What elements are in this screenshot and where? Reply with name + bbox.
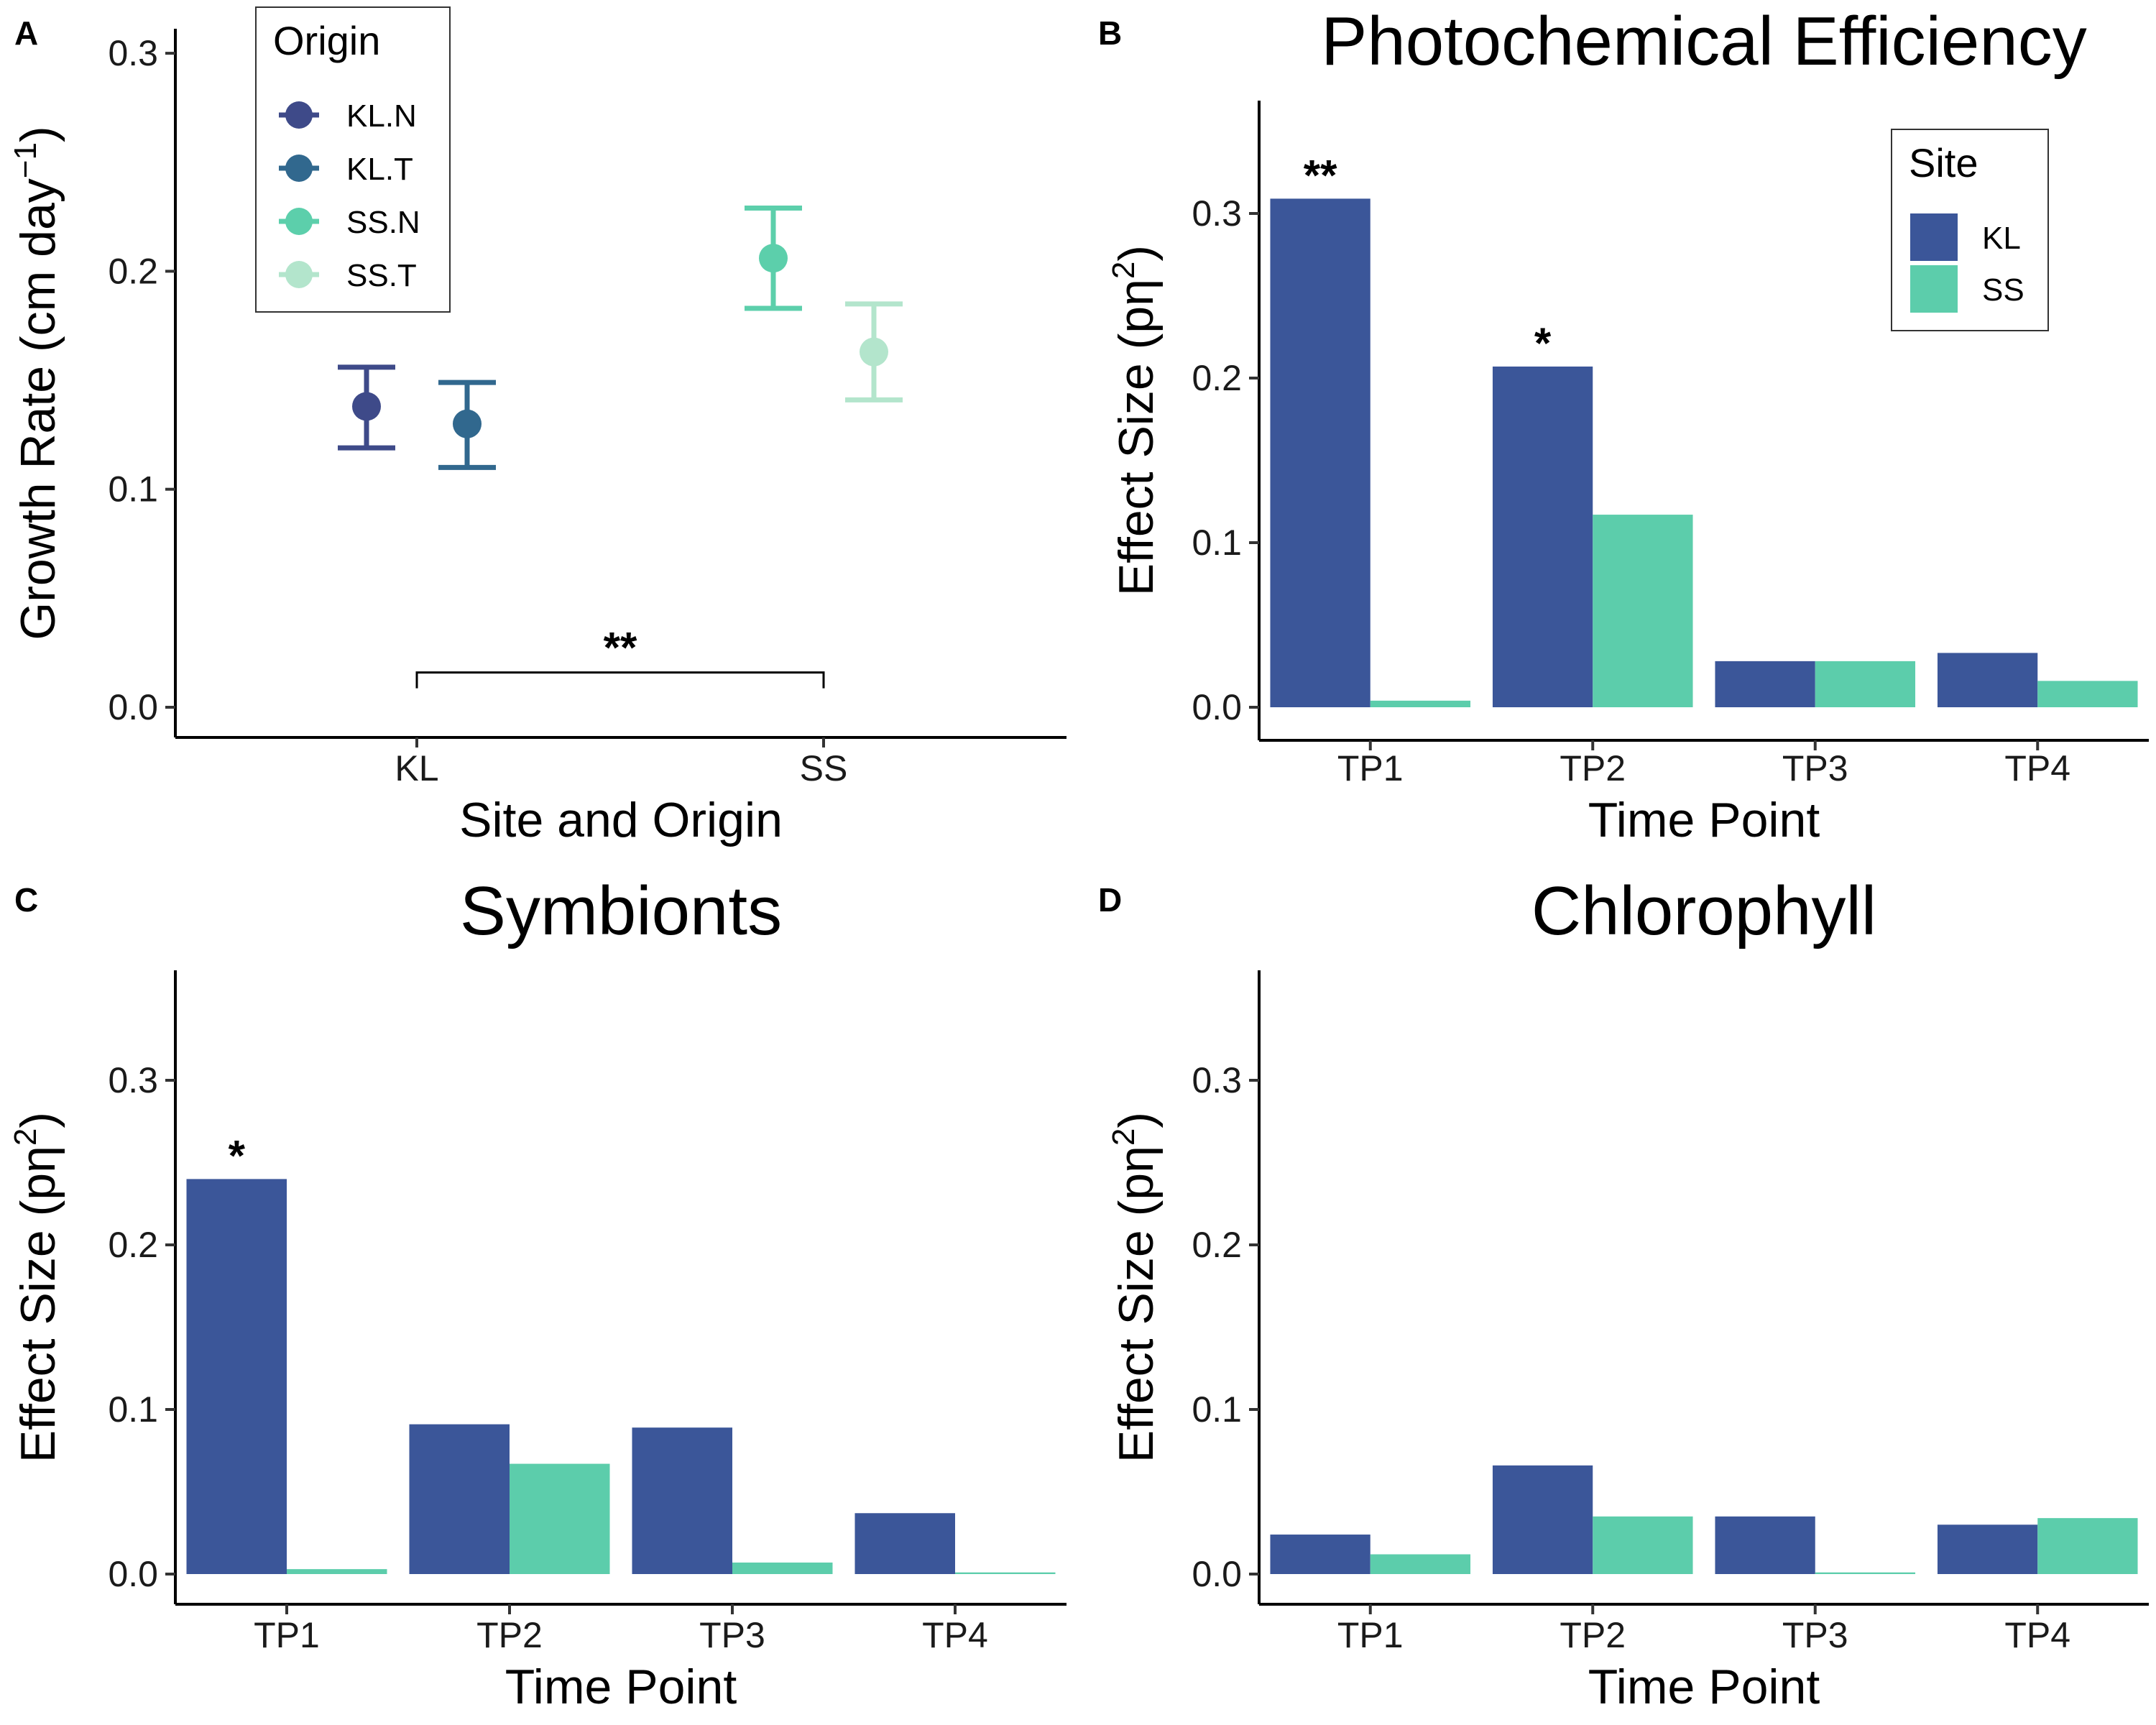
x-tick-label: TP3 [699,1615,765,1655]
y-tick-label: 0.1 [1192,1389,1242,1430]
bar-kl-tp1 [1270,1535,1370,1574]
y-tick-label: 0.1 [108,469,158,510]
bar-ss-tp4 [2037,681,2138,707]
x-axis-title: Site and Origin [459,793,783,847]
legend-label: SS.T [346,258,417,293]
bar-kl-tp3 [632,1427,732,1574]
y-tick-label: 0.3 [108,33,158,73]
bar-kl-tp3 [1715,661,1815,707]
y-tick-label: 0.2 [1192,1225,1242,1265]
legend-key-swatch [1910,265,1958,313]
x-tick-label: TP4 [2004,748,2070,788]
y-tick-label: 0.2 [1192,358,1242,398]
bar-kl-tp2 [1492,366,1593,707]
legend-key-point [285,208,313,235]
bar-ss-tp2 [510,1463,610,1574]
legend-key-point [285,101,313,129]
panel-title: Photochemical Efficiency [1321,3,2086,80]
significance-marker: ** [604,624,637,672]
significance-marker: * [229,1131,246,1179]
y-tick-label: 0.2 [108,251,158,291]
legend-label: KL.N [346,98,417,134]
significance-bracket [415,671,825,689]
x-tick-label: TP2 [1560,748,1626,788]
panel-letter: D [1098,881,1122,919]
bar-kl-tp4 [1937,653,2038,707]
x-axis-title: Time Point [505,1660,737,1714]
legend-key-swatch [1910,213,1958,261]
bar-ss-tp2 [1593,515,1693,707]
bar-ss-tp1 [1370,1554,1471,1574]
y-tick-label: 0.0 [1192,687,1242,727]
x-tick-label: TP4 [922,1615,988,1655]
y-tick-label: 0.0 [108,687,158,727]
legend-label: KL.T [346,152,413,187]
legend-label: SS.N [346,205,420,240]
y-axis-title: Effect Size (pη2) [1106,245,1164,596]
bar-ss-tp1 [287,1569,387,1574]
legend-label: KL [1982,221,2021,256]
legend-box [255,6,451,313]
bar-kl-tp2 [1492,1465,1593,1574]
panel-title: Symbionts [460,873,782,949]
bar-ss-tp3 [1815,1572,1916,1574]
y-tick-label: 0.0 [108,1554,158,1594]
legend-label: SS [1982,272,2024,308]
y-axis-title: Effect Size (pη2) [8,1112,65,1463]
panel-letter: C [14,881,38,919]
x-axis-title: Time Point [1588,793,1820,847]
panel-letter: A [14,14,38,52]
point-kl-t [453,409,482,438]
y-tick-label: 0.1 [108,1389,158,1430]
x-tick-label: KL [395,748,438,788]
legend-title: Site [1909,140,1978,185]
bar-kl-tp1 [1270,198,1370,707]
significance-marker: * [1534,319,1552,367]
y-tick-label: 0.1 [1192,523,1242,563]
point-ss-n [759,244,788,273]
x-tick-label: SS [800,748,848,788]
x-tick-label: TP2 [476,1615,543,1655]
y-tick-label: 0.2 [108,1225,158,1265]
x-tick-label: TP1 [1337,748,1404,788]
bar-kl-tp3 [1715,1516,1815,1574]
x-axis-title: Time Point [1588,1660,1820,1714]
legend-key-point [285,155,313,182]
bar-ss-tp3 [1815,661,1916,707]
panel-title: Chlorophyll [1531,873,1876,949]
legend-title: Origin [273,18,380,63]
x-tick-label: TP1 [1337,1615,1404,1655]
y-tick-label: 0.3 [108,1060,158,1100]
bar-ss-tp3 [732,1562,833,1574]
bar-ss-tp2 [1593,1516,1693,1574]
bar-ss-tp4 [2037,1518,2138,1574]
legend-key-point [285,261,313,288]
bar-kl-tp4 [1937,1524,2038,1574]
y-tick-label: 0.0 [1192,1554,1242,1594]
x-tick-label: TP3 [1782,1615,1848,1655]
panel-letter: B [1098,14,1122,52]
bar-ss-tp1 [1370,700,1471,707]
x-tick-label: TP2 [1560,1615,1626,1655]
y-tick-label: 0.3 [1192,1060,1242,1100]
bar-kl-tp4 [854,1513,955,1574]
point-kl-n [352,392,381,421]
y-axis-title: Effect Size (pη2) [1106,1112,1164,1463]
bar-kl-tp2 [409,1424,510,1574]
x-tick-label: TP3 [1782,748,1848,788]
y-axis-title: Growth Rate (cm day−1) [8,126,65,640]
point-ss-t [860,337,888,367]
bar-ss-tp4 [955,1572,1056,1574]
y-tick-label: 0.3 [1192,193,1242,234]
x-tick-label: TP4 [2004,1615,2070,1655]
bar-kl-tp1 [186,1179,287,1574]
significance-marker: ** [1304,151,1337,199]
x-tick-label: TP1 [254,1615,320,1655]
